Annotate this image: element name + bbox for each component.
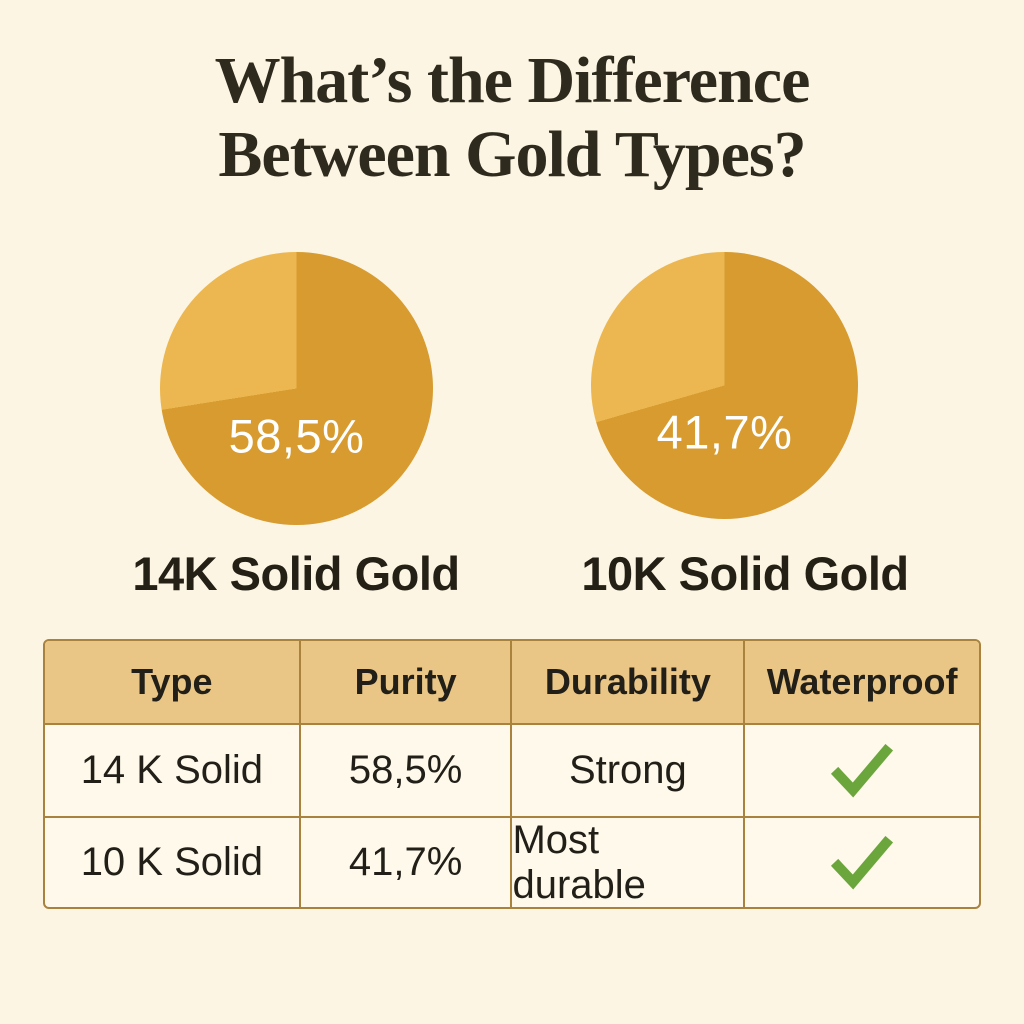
table-header-waterproof: Waterproof	[745, 641, 979, 725]
pie-value-label-14k: 58,5%	[228, 409, 365, 463]
table-cell-row2-purity: 41,7%	[301, 818, 513, 907]
page-title-line-1: What’s the Difference	[214, 44, 811, 117]
comparison-table: Type Purity Durability Waterproof 14 K S…	[43, 639, 981, 909]
pie-caption-10k: 10K Solid Gold	[581, 547, 909, 600]
pie-chart-10k-gold: 41,7%	[591, 252, 858, 519]
pie-chart-14k-gold: 58,5%	[160, 252, 433, 525]
table-cell-row1-purity: 58,5%	[300, 725, 513, 818]
page-title-line-2: Between Gold Types?	[218, 117, 806, 191]
table-cell-row2-type: 10 K Solid	[45, 818, 301, 907]
table-header-durability: Durability	[512, 641, 746, 725]
table-cell-row2-durability: Most durable	[512, 818, 746, 907]
table-header-type: Type	[45, 641, 301, 725]
table-cell-row2-waterproof	[745, 818, 979, 907]
page-title: What’s the Difference Between Gold Types…	[0, 44, 1024, 192]
table-cell-row1-type: 14 K Solid	[45, 725, 301, 818]
table-cell-row1-durability: Strong	[512, 725, 746, 818]
table-header-purity: Purity	[300, 641, 513, 725]
table-cell-row1-waterproof	[745, 725, 979, 818]
checkmark-icon	[831, 743, 894, 798]
pie-value-label-10k: 41,7%	[656, 405, 793, 459]
checkmark-icon	[831, 835, 894, 890]
pie-caption-14k: 14K Solid Gold	[132, 547, 460, 600]
